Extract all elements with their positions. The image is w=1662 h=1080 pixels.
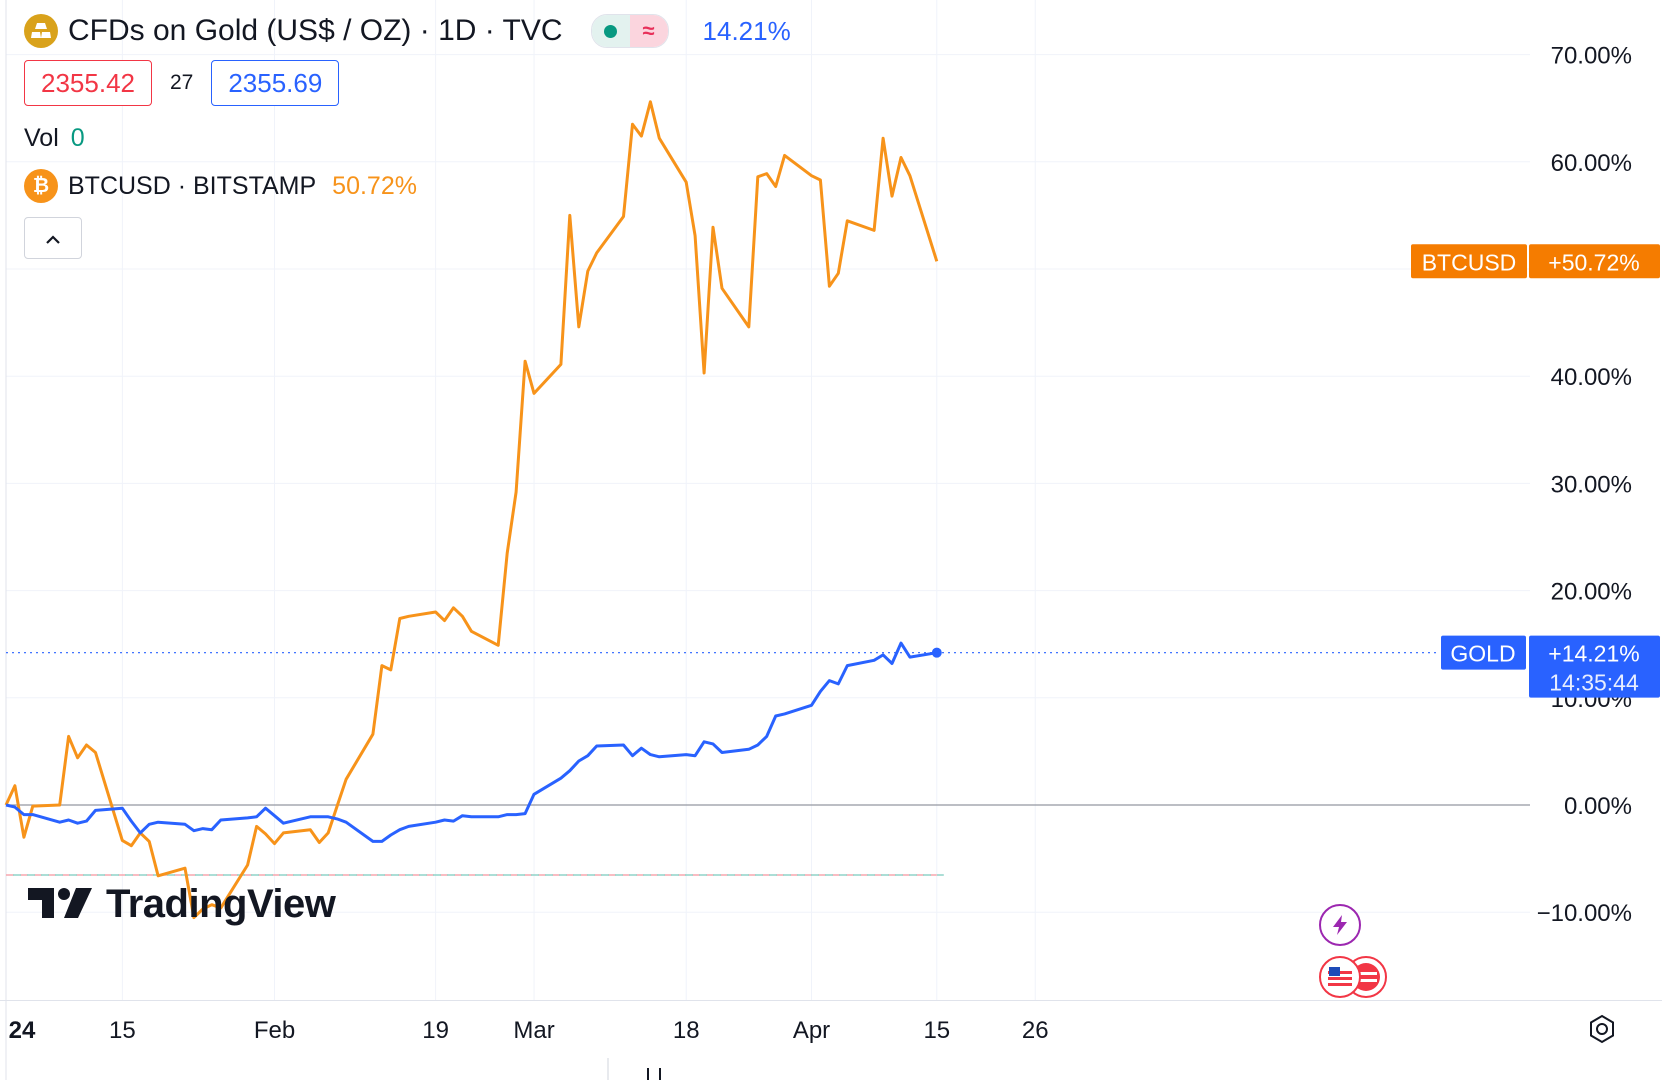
x-tick-label: Feb (254, 1017, 295, 1044)
bar-countdown: 14:35:44 (1549, 670, 1639, 696)
volume-row: Vol 0 (24, 124, 791, 153)
y-tick-label: 40.00% (1551, 364, 1632, 391)
market-status-pill[interactable]: ≈ (590, 14, 669, 48)
compare-symbol-label[interactable]: BTCUSD · BITSTAMP (68, 171, 317, 200)
spread-value: 27 (169, 71, 194, 94)
btcusd-line (4, 100, 939, 920)
btc-name-marker-bg (1411, 244, 1527, 279)
gold-value-marker: +14.21% (1548, 641, 1639, 667)
gold-name-marker-bg (1441, 635, 1526, 670)
y-tick-label: 20.00% (1551, 579, 1632, 606)
y-tick-label: 60.00% (1551, 150, 1632, 177)
chart-legend: CFDs on Gold (US$ / OZ) · 1D · TVC ≈ 14.… (24, 14, 791, 259)
x-tick-label: Apr (793, 1017, 830, 1044)
chevron-up-icon (45, 225, 61, 251)
x-tick-label: 19 (422, 1017, 449, 1044)
x-tick-label: 24 (9, 1017, 36, 1044)
lightning-event-icon[interactable] (1319, 904, 1361, 946)
gold-last-point (931, 647, 942, 658)
x-tick-label: Mar (513, 1017, 554, 1044)
x-tick-label: 15 (923, 1017, 950, 1044)
compare-change: 50.72% (332, 171, 417, 200)
collapse-legend-button[interactable] (24, 217, 82, 259)
tradingview-mark-icon (28, 888, 92, 918)
gold-bars-icon (24, 14, 58, 48)
y-tick-label: −10.00% (1537, 900, 1632, 927)
gold-name-marker: GOLD (1450, 641, 1515, 667)
y-tick-label: 0.00% (1564, 793, 1632, 820)
compare-symbol-row: ₿ BTCUSD · BITSTAMP 50.72% (24, 169, 791, 203)
btc-value-marker-bg (1529, 244, 1660, 279)
y-tick-label: 30.00% (1551, 471, 1632, 498)
grid-lines (6, 0, 1530, 1000)
symbol-title[interactable]: CFDs on Gold (US$ / OZ) · 1D · TVC (68, 14, 563, 47)
tradingview-logo[interactable]: TradingView (28, 880, 336, 928)
btc-value-marker: +50.72% (1548, 249, 1639, 275)
x-tick-label: 26 (1022, 1017, 1049, 1044)
settings-gear-icon[interactable] (1586, 1013, 1618, 1045)
sell-price-button[interactable]: 2355.42 (24, 60, 152, 106)
tradingview-wordmark: TradingView (106, 881, 336, 926)
x-tick-label: 18 (673, 1017, 700, 1044)
gold-line (5, 641, 938, 843)
price-row: 2355.42 27 2355.69 (24, 60, 791, 106)
volume-value: 0 (70, 124, 85, 152)
x-axis-labels: 24 15 Feb 19 Mar 18 Apr 15 26 (9, 1017, 1049, 1044)
main-symbol-row: CFDs on Gold (US$ / OZ) · 1D · TVC ≈ 14.… (24, 14, 791, 48)
gold-value-marker-bg (1529, 635, 1660, 698)
volume-label[interactable]: Vol (24, 124, 59, 152)
us-flag-event-icon[interactable] (1319, 956, 1361, 998)
gold-change: 14.21% (702, 15, 791, 46)
btc-name-marker: BTCUSD (1422, 249, 1517, 275)
bitcoin-icon: ₿ (24, 169, 58, 203)
y-axis-labels: 70.00%60.00%40.00%30.00%20.00%10.00%0.00… (1537, 43, 1632, 928)
wave-icon: ≈ (629, 15, 668, 47)
market-open-icon (591, 15, 630, 47)
buy-price-button[interactable]: 2355.69 (211, 60, 340, 106)
x-tick-label: 15 (109, 1017, 136, 1044)
y-tick-label: 70.00% (1551, 43, 1632, 70)
